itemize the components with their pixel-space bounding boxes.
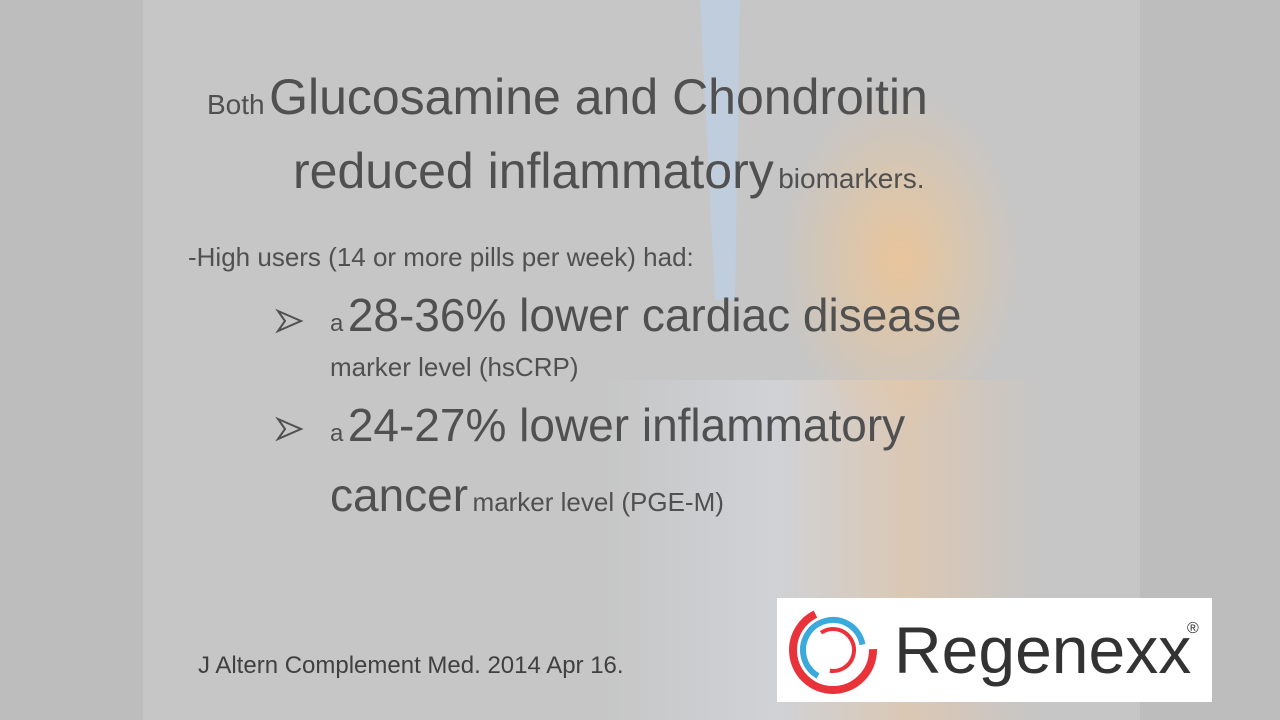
title-small: biomarkers. xyxy=(778,163,925,194)
bullet-small: a xyxy=(330,310,344,337)
logo-icon xyxy=(789,606,877,694)
bullet-large: 24-27% lower inflammatory xyxy=(347,399,906,451)
citation: J Altern Complement Med. 2014 Apr 16. xyxy=(198,652,624,679)
bullet-large: 28-36% lower cardiac disease xyxy=(347,289,962,341)
bullet-line: a 24-27% lower inflammatory xyxy=(330,398,905,452)
bullet-large: cancer xyxy=(330,469,469,521)
title-line: reduced inflammatory biomarkers. xyxy=(293,142,924,200)
bullet-detail: marker level (PGE-M) xyxy=(472,487,724,517)
logo-mark: ® xyxy=(1187,620,1199,637)
bullet-arrow xyxy=(275,308,304,334)
logo-box: Regenexx ® xyxy=(777,598,1212,702)
bullet-line: cancer marker level (PGE-M) xyxy=(330,468,724,522)
title-large: Glucosamine and Chondroitin xyxy=(269,69,928,125)
bullet-small: a xyxy=(330,420,344,447)
bullet-line: a 28-36% lower cardiac disease xyxy=(330,288,961,342)
bullet-arrow xyxy=(275,416,304,442)
title-large: reduced inflammatory xyxy=(293,143,774,199)
title-line: Both Glucosamine and Chondroitin xyxy=(207,68,928,126)
logo-name: Regenexx xyxy=(894,613,1192,687)
intro: -High users (14 or more pills per week) … xyxy=(188,242,694,272)
bullet-detail: marker level (hsCRP) xyxy=(330,352,579,382)
title-small: Both xyxy=(207,89,265,120)
